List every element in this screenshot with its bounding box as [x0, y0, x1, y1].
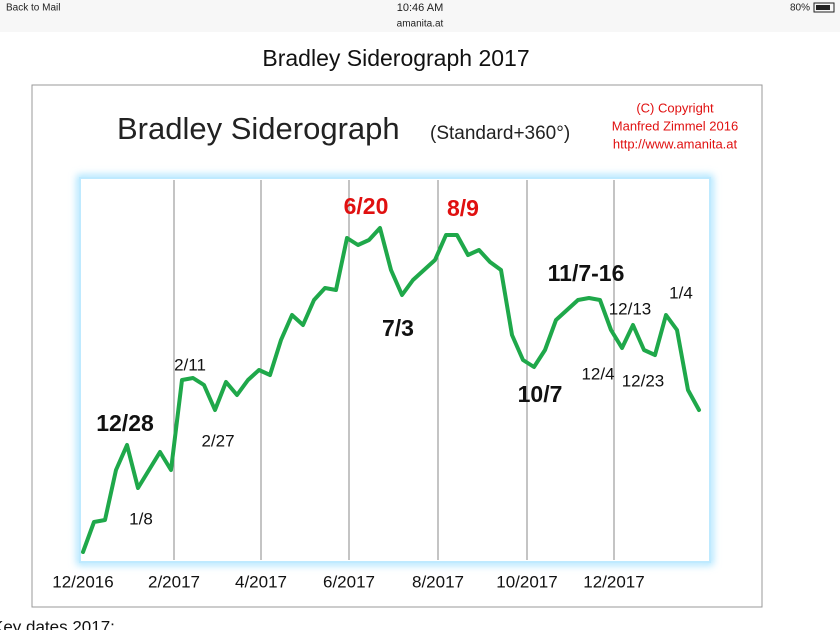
- x-tick-label: 4/2017: [235, 572, 287, 591]
- x-tick-label: 12/2017: [583, 572, 644, 591]
- clock: 10:46 AM: [397, 2, 443, 14]
- page-title: Bradley Siderograph 2017: [262, 45, 529, 71]
- annotation: 12/4: [581, 364, 614, 383]
- chart-title: Bradley Siderograph: [117, 111, 400, 146]
- annotation: 7/3: [382, 315, 414, 341]
- url[interactable]: amanita.at: [397, 19, 444, 30]
- x-tick-label: 10/2017: [496, 572, 557, 591]
- annotation: 2/11: [174, 355, 206, 374]
- copyright: Manfred Zimmel 2016: [612, 118, 738, 133]
- annotation: 10/7: [518, 381, 563, 407]
- x-tick-label: 6/2017: [323, 572, 375, 591]
- x-tick-label: 8/2017: [412, 572, 464, 591]
- plot-area: [79, 177, 711, 563]
- footer-text: Key dates 2017:: [0, 617, 115, 630]
- back-link[interactable]: Back to Mail: [6, 3, 60, 14]
- annotation: 2/27: [201, 431, 234, 450]
- copyright: (C) Copyright: [636, 100, 714, 115]
- annotation: 8/9: [447, 195, 479, 221]
- x-tick-label: 2/2017: [148, 572, 200, 591]
- annotation: 1/4: [669, 283, 693, 302]
- annotation: 12/28: [96, 410, 154, 436]
- battery: 80%: [790, 3, 810, 14]
- annotation: 6/20: [344, 193, 389, 219]
- chart-subtitle: (Standard+360°): [430, 123, 570, 144]
- plot: 12/2016 2/2017 4/2017 6/2017 8/2017 10/2017 12…: [52, 180, 701, 591]
- annotation: 1/8: [129, 509, 153, 528]
- status-bar: [0, 0, 840, 32]
- copyright: http://www.amanita.at: [613, 136, 738, 151]
- line: [81, 226, 701, 554]
- annotation: 12/23: [622, 371, 665, 390]
- battery-icon: [813, 2, 835, 13]
- annotation: 12/13: [609, 299, 652, 318]
- battery-level: [816, 5, 830, 10]
- annotation: 11/7-16: [548, 260, 625, 286]
- x-tick-label: 12/2016: [52, 572, 113, 591]
